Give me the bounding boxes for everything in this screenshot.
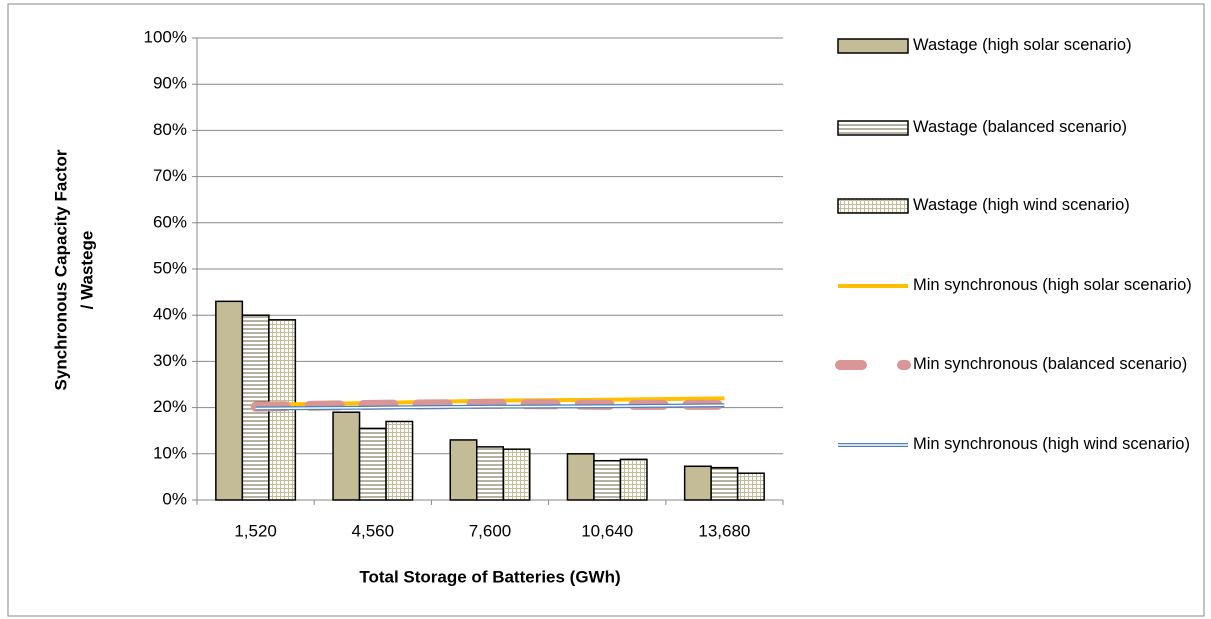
bar bbox=[502, 448, 531, 501]
bar bbox=[385, 420, 414, 501]
legend-label: Wastage (high wind scenario) bbox=[913, 196, 1130, 214]
legend-swatch bbox=[837, 198, 909, 214]
x-axis-title: Total Storage of Batteries (GWh) bbox=[359, 567, 620, 586]
legend-label: Min synchronous (high solar scenario) bbox=[913, 276, 1192, 294]
y-tick-label: 10% bbox=[153, 443, 187, 462]
legend-label: Wastage (balanced scenario) bbox=[913, 118, 1128, 136]
y-tick-label: 100% bbox=[144, 27, 187, 46]
legend-label: Wastage (high solar scenario) bbox=[913, 36, 1132, 54]
bar bbox=[332, 411, 361, 501]
bar bbox=[683, 465, 712, 501]
x-tick-label: 10,640 bbox=[581, 521, 633, 540]
y-tick-label: 80% bbox=[153, 120, 187, 139]
y-tick-label: 0% bbox=[162, 489, 187, 508]
y-tick-label: 50% bbox=[153, 258, 187, 277]
y-axis-title: Synchronous Capacity Factor bbox=[51, 149, 70, 390]
y-tick-label: 40% bbox=[153, 305, 187, 324]
chart-border bbox=[7, 3, 1205, 617]
y-tick-label: 20% bbox=[153, 397, 187, 416]
bar bbox=[593, 459, 622, 501]
bar bbox=[476, 446, 504, 501]
bar bbox=[449, 439, 478, 501]
bar bbox=[215, 300, 244, 501]
x-tick-label: 13,680 bbox=[698, 521, 750, 540]
bar bbox=[710, 466, 739, 501]
legend-swatch bbox=[837, 120, 909, 136]
bar bbox=[736, 472, 765, 501]
x-tick-label: 7,600 bbox=[469, 521, 512, 540]
line-inner bbox=[255, 404, 725, 410]
y-tick-label: 70% bbox=[153, 166, 187, 185]
bar bbox=[566, 453, 595, 501]
y-axis-title: / Wastege bbox=[77, 231, 96, 310]
bar bbox=[619, 458, 648, 501]
y-tick-label: 60% bbox=[153, 212, 187, 231]
legend-label: Min synchronous (high wind scenario) bbox=[913, 435, 1190, 453]
legend-swatch bbox=[837, 38, 909, 54]
x-tick-label: 4,560 bbox=[352, 521, 395, 540]
bar bbox=[358, 427, 387, 501]
x-tick-label: 1,520 bbox=[234, 521, 277, 540]
y-tick-label: 90% bbox=[153, 74, 187, 93]
y-tick-label: 30% bbox=[153, 351, 187, 370]
legend-label: Min synchronous (balanced scenario) bbox=[913, 355, 1188, 373]
